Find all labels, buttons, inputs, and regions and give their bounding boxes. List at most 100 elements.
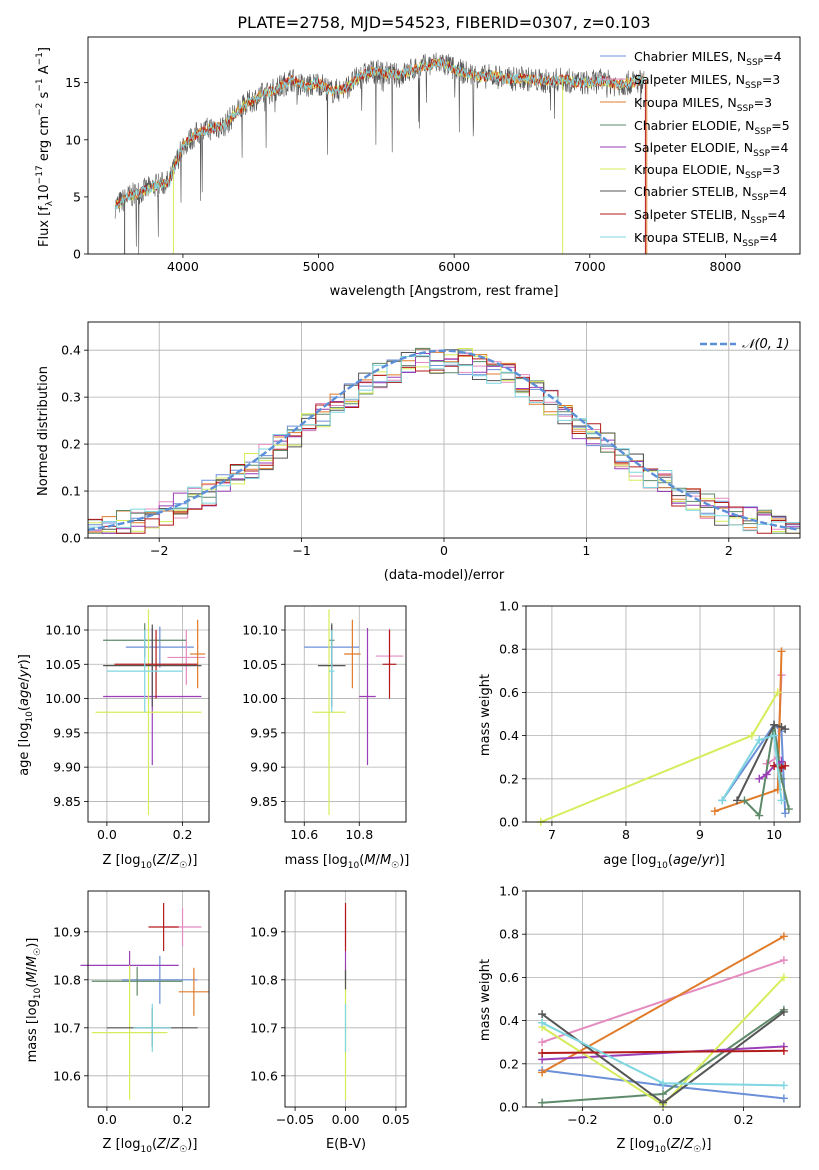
weight-marker-chabrier-stelib: [659, 1098, 667, 1107]
weight-Z-ylabel: mass weight: [478, 959, 493, 1041]
axes-frame: [525, 605, 801, 823]
weight-marker-kroupa-stelib: [755, 735, 764, 744]
mass-Z-ylabel: mass [log10(M/M☉)]: [25, 938, 43, 1063]
histogram-chabrier-stelib: [88, 349, 800, 534]
weight-line-salpeter-elodie: [542, 1045, 784, 1061]
weight-line-chabrier-stelib: [736, 723, 786, 801]
spectrum-line-chabrier-stelib: [114, 52, 645, 254]
y-tick-label: 15: [65, 75, 81, 90]
spectrum-ylabel: Flux [fλ10−17 erg cm−2 s−1 A−1]: [35, 47, 55, 247]
y-tick-label: 10.10: [242, 623, 278, 638]
legend-kroupa-elodie: Kroupa ELODIE, NSSP=3: [634, 162, 780, 181]
weight-marker-salpeter-stelib: [538, 1049, 547, 1057]
age-Z-ylabel: age [log10(age/yr)]: [17, 654, 35, 776]
weight-line-kroupa-miles: [541, 935, 785, 1074]
legend-gaussian: 𝒩(0, 1): [742, 337, 789, 352]
weight-vs-metallicity-panel: −0.2 0.0 0.2 0.0 0.2 0.4 0.6 0.8 1.0: [499, 884, 801, 1127]
weight-marker-salpeter-miles: [779, 956, 788, 965]
legend-salpeter-stelib: Salpeter STELIB, NSSP=4: [634, 207, 786, 226]
y-tick-label: 10.10: [45, 623, 81, 638]
weight-age-ylabel: mass weight: [478, 674, 493, 756]
weight-marker-kroupa-stelib: [779, 1081, 788, 1090]
weight-marker-kroupa-stelib: [718, 796, 727, 805]
age-vs-metallicity-panel: 0.0 0.2 9.85 9.90 9.95 10.00 10.05 10.10: [45, 605, 210, 842]
weight-vs-age-panel: 7 8 9 10 0.0 0.2 0.4 0.6 0.8 1.0: [499, 599, 801, 842]
axes-frame: [284, 890, 407, 1108]
age-vs-mass-panel: 10.6 10.8 9.85 9.90 9.95 10.00 10.05 10.10: [242, 605, 407, 842]
legend-chabrier-stelib: Chabrier STELIB, NSSP=4: [634, 184, 787, 203]
x-tick-label: 6000: [438, 259, 470, 274]
x-tick-label: 7000: [574, 259, 606, 274]
weight-marker-kroupa-stelib: [538, 1018, 547, 1027]
mass-vs-ebv-panel: −0.05 0.00 0.05 10.6 10.7 10.8 10.9: [250, 890, 410, 1127]
x-tick-label: −2: [150, 543, 168, 558]
axes-frame: [87, 605, 210, 823]
weight-marker-kroupa-stelib: [770, 731, 779, 740]
x-tick-label: 0.00: [332, 1112, 360, 1127]
y-tick-label: 0.8: [499, 642, 519, 657]
y-tick-label: 9.85: [250, 794, 278, 809]
weight-line-kroupa-stelib: [721, 734, 783, 801]
y-tick-label: 9.95: [250, 725, 278, 740]
x-tick-label: 0.0: [97, 827, 117, 842]
y-tick-label: 9.95: [53, 725, 81, 740]
x-tick-label: 0.2: [734, 1112, 754, 1127]
x-tick-label: 9: [696, 827, 704, 842]
axes-frame: [87, 890, 210, 1108]
weight-age-xlabel: age [log10(age/yr)]: [603, 853, 725, 871]
weight-marker-kroupa-miles: [710, 807, 719, 816]
legend-kroupa-stelib: Kroupa STELIB, NSSP=4: [634, 230, 778, 249]
y-tick-label: 1.0: [499, 599, 519, 614]
x-tick-label: 4000: [167, 259, 199, 274]
y-tick-label: 10.8: [250, 972, 278, 987]
x-tick-label: 1: [582, 543, 590, 558]
legend-chabrier-miles: Chabrier MILES, NSSP=4: [634, 49, 782, 68]
weight-marker-chabrier-stelib: [733, 796, 742, 805]
y-tick-label: 0.3: [61, 390, 81, 405]
y-tick-label: 0.2: [61, 437, 81, 452]
legend-salpeter-elodie: Salpeter ELODIE, NSSP=4: [634, 140, 789, 159]
x-tick-label: 10: [766, 827, 782, 842]
spectrum-panel: 4000 5000 6000 7000 8000 0 5 10 15 Chabrier MILE…: [65, 36, 801, 274]
age-Z-xlabel: Z [log10(Z/Z☉)]: [103, 853, 198, 871]
y-tick-label: 10.8: [53, 972, 81, 987]
weight-marker-salpeter-miles: [538, 1038, 547, 1047]
weight-marker-chabrier-elodie: [538, 1098, 547, 1107]
mass-Z-xlabel: Z [log10(Z/Z☉)]: [103, 1137, 198, 1155]
weight-marker-kroupa-elodie: [779, 973, 788, 982]
figure-title: PLATE=2758, MJD=54523, FIBERID=0307, z=0…: [237, 13, 650, 32]
weight-line-salpeter-stelib: [542, 1049, 784, 1054]
y-tick-label: 10.9: [250, 924, 278, 939]
y-tick-label: 10.7: [250, 1020, 278, 1035]
weight-marker-chabrier-stelib: [781, 725, 790, 734]
weight-marker-chabrier-elodie: [755, 811, 764, 820]
x-tick-label: 10.8: [345, 827, 373, 842]
weight-marker-chabrier-elodie: [784, 805, 793, 814]
weight-marker-chabrier-elodie: [659, 1090, 667, 1099]
y-tick-label: 10.05: [45, 657, 81, 672]
weight-marker-salpeter-elodie: [762, 770, 771, 779]
legend-salpeter-miles: Salpeter MILES, NSSP=3: [634, 72, 780, 91]
x-tick-label: 5000: [303, 259, 335, 274]
y-tick-label: 5: [73, 189, 81, 204]
weight-marker-kroupa-miles: [779, 932, 788, 941]
mass-vs-metallicity-panel: 0.0 0.2 10.6 10.7 10.8 10.9: [53, 890, 210, 1127]
axes-frame: [525, 890, 801, 1108]
y-tick-label: 0.4: [61, 343, 81, 358]
x-tick-label: 8000: [710, 259, 742, 274]
weight-marker-kroupa-stelib: [777, 796, 786, 805]
axes-frame: [87, 321, 801, 539]
y-tick-label: 10.7: [53, 1020, 81, 1035]
y-tick-label: 0.6: [499, 970, 519, 985]
y-tick-label: 0.2: [499, 771, 519, 786]
spectrum-line-salpeter-stelib: [114, 57, 645, 209]
y-tick-label: 10.05: [242, 657, 278, 672]
weight-line-chabrier-miles: [721, 723, 787, 814]
y-tick-label: 0.2: [499, 1056, 519, 1071]
legend-kroupa-miles: Kroupa MILES, NSSP=3: [634, 95, 772, 114]
y-tick-label: 10.00: [242, 691, 278, 706]
y-tick-label: 0.0: [61, 531, 81, 546]
x-tick-label: −1: [292, 543, 310, 558]
x-tick-label: 0: [440, 543, 448, 558]
